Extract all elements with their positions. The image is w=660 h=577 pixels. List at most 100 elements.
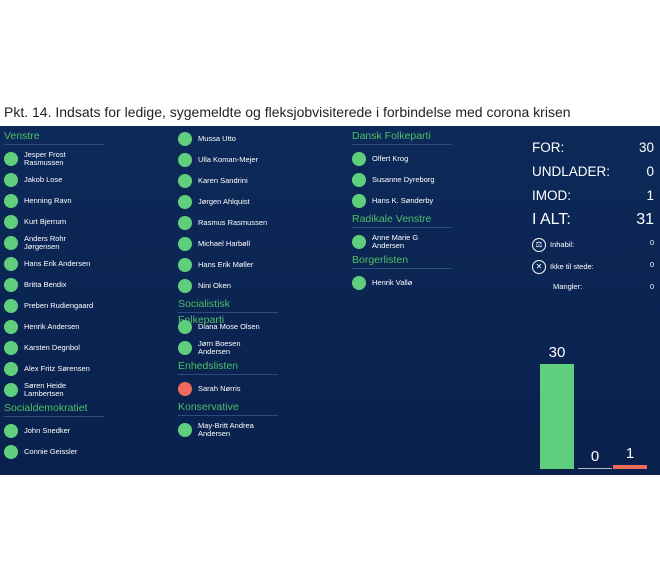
member-name: Karsten Degnbol [24, 342, 80, 352]
total-label: I ALT: [532, 211, 571, 228]
vote-for-dot-icon [178, 278, 192, 293]
member-name: Ulla Koman-Mejer [198, 154, 259, 164]
for-label: FOR: [532, 140, 565, 155]
member-row: Hans Erik Andersen [4, 253, 104, 274]
member-row: Henrik Andersen [4, 316, 104, 337]
member-name: Anders Rohr Jørgensen [24, 233, 67, 251]
inhabil-row: ⚖ Inhabil: 0 [532, 238, 654, 252]
voting-screen: Pkt. 14. Indsats for ledige, sygemeldte … [0, 102, 660, 475]
vote-for-dot-icon [352, 275, 366, 290]
vote-for-dot-icon [178, 173, 192, 188]
member-row: Henning Ravn [4, 190, 104, 211]
vote-for-dot-icon [178, 194, 192, 209]
member-name: Henning Ravn [24, 195, 72, 205]
vote-for-dot-icon [352, 172, 366, 187]
member-row: Nini Oken [178, 275, 278, 296]
member-row: Susanne Dyreborg [352, 169, 452, 190]
absent-value: 0 [649, 260, 654, 269]
vote-for-dot-icon [4, 277, 18, 292]
member-row: Karsten Degnbol [4, 337, 104, 358]
vote-for-dot-icon [4, 361, 18, 376]
vote-for-dot-icon [178, 152, 192, 167]
party-heading: Dansk Folkeparti [352, 128, 452, 145]
result-bar-label: 0 [590, 448, 600, 465]
member-name: Olfert Krog [372, 153, 409, 163]
member-row: Hans Erik Møller [178, 254, 278, 275]
vote-for-dot-icon [4, 444, 18, 459]
member-column-2: Mussa Utto Ulla Koman-Mejer Karen Sandrini… [178, 128, 278, 440]
member-name: Jesper Frost Rasmussen [24, 149, 66, 167]
inhabil-label: Inhabil: [550, 239, 575, 249]
party-heading: Enhedslisten [178, 358, 278, 375]
vote-for-dot-icon [4, 172, 18, 187]
member-name: Hans K. Sønderby [372, 195, 434, 205]
member-row: Søren Heide Lambertsen [4, 379, 104, 400]
against-label: IMOD: [532, 188, 571, 203]
member-row: Diana Mose Olsen [178, 316, 278, 337]
member-row: Jakob Lose [4, 169, 104, 190]
total-value: 31 [636, 211, 654, 228]
result-bar-baseline [540, 468, 574, 469]
member-row: Mussa Utto [178, 128, 278, 149]
member-row: John Snedker [4, 420, 104, 441]
member-row: Sarah Nørris [178, 378, 278, 399]
vote-for-dot-icon [178, 131, 192, 146]
vote-against-dot-icon [178, 381, 192, 396]
member-row: Anne Marie G Andersen [352, 231, 452, 252]
member-row: Kurt Bjerrum [4, 211, 104, 232]
member-name: Diana Mose Olsen [198, 321, 260, 331]
vote-for-dot-icon [178, 215, 192, 230]
party-heading: Socialdemokratiet [4, 400, 104, 417]
member-row: May-Britt Andrea Andersen [178, 419, 278, 440]
result-bar [613, 464, 647, 468]
vote-for-dot-icon [178, 319, 192, 334]
vote-for-dot-icon [178, 257, 192, 272]
vote-for-dot-icon [4, 298, 18, 313]
vote-for-dot-icon [352, 234, 366, 249]
member-row: Hans K. Sønderby [352, 190, 452, 211]
vote-for-dot-icon [178, 340, 192, 355]
member-row: Preben Rudiengaard [4, 295, 104, 316]
vote-for-dot-icon [4, 423, 18, 438]
member-name: May-Britt Andrea Andersen [198, 420, 254, 438]
party-heading: Venstre [4, 128, 104, 145]
result-bar [540, 364, 574, 468]
member-name: Sarah Nørris [198, 383, 241, 393]
member-name: Michael Harbøll [198, 238, 251, 248]
agenda-title: Pkt. 14. Indsats for ledige, sygemeldte … [4, 104, 571, 120]
member-row: Anders Rohr Jørgensen [4, 232, 104, 253]
absent-person-icon: ✕ [532, 260, 546, 274]
member-row: Henrik Vallø [352, 272, 452, 293]
abstain-value: 0 [646, 164, 654, 179]
member-name: Karen Sandrini [198, 175, 248, 185]
title-bar: Pkt. 14. Indsats for ledige, sygemeldte … [0, 102, 660, 126]
vote-for-dot-icon [4, 256, 18, 271]
member-name: Britta Bendix [24, 279, 67, 289]
result-bar-label: 1 [625, 444, 635, 462]
member-name: Henrik Vallø [372, 277, 413, 287]
vote-for-dot-icon [4, 235, 18, 250]
member-column-1: Venstre Jesper Frost Rasmussen Jakob Lose H… [4, 128, 104, 462]
member-row: Jørn Boesen Andersen [178, 337, 278, 358]
party-heading: Borgerlisten [352, 252, 452, 269]
member-name: Kurt Bjerrum [24, 216, 67, 226]
vote-for-dot-icon [4, 382, 18, 397]
vote-for-dot-icon [4, 151, 18, 166]
member-row: Michael Harbøll [178, 233, 278, 254]
member-row: Alex Fritz Sørensen [4, 358, 104, 379]
member-name: Susanne Dyreborg [372, 174, 435, 184]
member-name: Preben Rudiengaard [24, 300, 94, 310]
member-name: Søren Heide Lambertsen [24, 380, 67, 398]
result-bar-baseline [578, 468, 612, 469]
vote-for-dot-icon [4, 214, 18, 229]
member-name: Henrik Andersen [24, 321, 80, 331]
member-name: Alex Fritz Sørensen [24, 363, 90, 373]
member-name: Anne Marie G Andersen [372, 232, 419, 250]
absent-label: Ikke til stede: [550, 261, 594, 271]
vote-for-dot-icon [178, 422, 192, 437]
member-row: Jesper Frost Rasmussen [4, 148, 104, 169]
member-name: Connie Geissler [24, 446, 78, 456]
party-heading: Konservative [178, 399, 278, 416]
missing-label: Mangler: [553, 282, 583, 291]
member-column-3: Dansk Folkeparti Olfert Krog Susanne Dyreb… [352, 128, 452, 293]
